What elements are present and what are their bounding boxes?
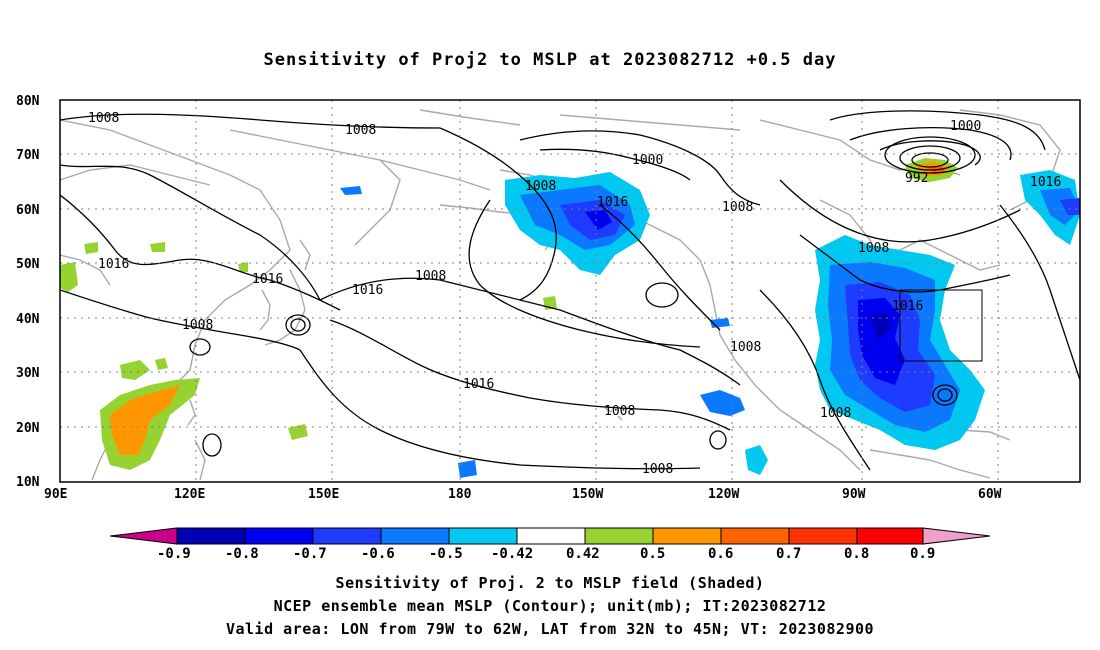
contour-label: 1016	[1030, 175, 1061, 190]
contour-label: 1008	[722, 200, 753, 215]
lat-label: 20N	[16, 421, 40, 436]
caption-line-2: NCEP ensemble mean MSLP (Contour); unit(…	[273, 597, 827, 615]
lon-label: 120E	[174, 487, 205, 502]
contour-label: 1008	[182, 318, 213, 333]
caption-line-3: Valid area: LON from 79W to 62W, LAT fro…	[225, 620, 875, 638]
lon-label: 90E	[44, 487, 67, 502]
contour-labels: 1008 1008 1000 1000 992 1008 1016 1008 1…	[88, 111, 1061, 477]
latitude-labels: 80N 70N 60N 50N 40N 30N 20N 10N	[16, 94, 40, 490]
colorbar-segment	[176, 527, 246, 545]
lat-label: 70N	[16, 148, 40, 163]
lon-label: 150E	[308, 487, 339, 502]
lat-label: 10N	[16, 475, 40, 490]
lat-label: 40N	[16, 312, 40, 327]
map-frame	[59, 99, 1081, 483]
colorbar-label: 0.7	[776, 546, 801, 562]
colorbar-segment	[652, 527, 722, 545]
colorbar-segment	[380, 527, 450, 545]
contour-label: 1016	[98, 257, 129, 272]
lat-label: 60N	[16, 203, 40, 218]
contour-label: 1008	[642, 462, 673, 477]
longitude-labels: 90E 120E 150E 180 150W 120W 90W 60W	[44, 487, 1002, 502]
colorbar-segment	[448, 527, 518, 545]
contour-label: 1008	[88, 111, 119, 126]
lon-label: 60W	[978, 487, 1002, 502]
lon-label: 150W	[572, 487, 603, 502]
contour-label: 1008	[858, 241, 889, 256]
colorbar-segment	[720, 527, 790, 545]
contour-label: 1008	[415, 269, 446, 284]
contour-label: 1008	[730, 340, 761, 355]
colorbar-label: 0.8	[844, 546, 869, 562]
colorbar: -0.9 -0.8 -0.7 -0.6 -0.5 -0.42 0.42 0.5 …	[109, 527, 991, 562]
colorbar-segment	[312, 527, 382, 545]
colorbar-segment	[788, 527, 858, 545]
map-area: 1008 1008 1000 1000 992 1008 1016 1008 1…	[60, 100, 1080, 482]
contour-label: 1016	[463, 377, 494, 392]
colorbar-segment	[244, 527, 314, 545]
contour-label: 1016	[352, 283, 383, 298]
colorbar-label: 0.9	[910, 546, 935, 562]
caption-line-1: Sensitivity of Proj. 2 to MSLP field (Sh…	[335, 574, 765, 592]
colorbar-label: -0.8	[225, 546, 259, 562]
lat-label: 30N	[16, 366, 40, 381]
colorbar-label: -0.7	[293, 546, 327, 562]
contour-label: 1008	[345, 123, 376, 138]
colorbar-segment	[856, 527, 924, 545]
lat-lon-grid	[60, 100, 1080, 482]
colorbar-label: -0.9	[157, 546, 191, 562]
colorbar-label: 0.5	[640, 546, 665, 562]
colorbar-label: -0.5	[429, 546, 463, 562]
contour-label: 1008	[820, 406, 851, 421]
mslp-contours	[60, 110, 1080, 471]
lat-label: 80N	[16, 94, 40, 109]
lon-label: 90W	[842, 487, 866, 502]
colorbar-segment	[584, 527, 654, 545]
lon-label: 180	[448, 487, 472, 502]
colorbar-label: 0.6	[708, 546, 733, 562]
contour-label: 992	[905, 171, 928, 186]
colorbar-label: 0.42	[566, 546, 600, 562]
lon-label: 120W	[708, 487, 739, 502]
valid-area-box	[899, 289, 983, 362]
contour-label: 1008	[604, 404, 635, 419]
colorbar-high-triangle	[922, 527, 991, 545]
colorbar-label: -0.6	[361, 546, 395, 562]
colorbar-label: -0.42	[491, 546, 533, 562]
lat-label: 50N	[16, 257, 40, 272]
colorbar-low-triangle	[109, 527, 178, 545]
contour-label: 1000	[632, 153, 663, 168]
contour-label: 1016	[252, 272, 283, 287]
contour-label: 1016	[892, 299, 923, 314]
colorbar-segment	[516, 527, 586, 545]
contour-label: 1000	[950, 119, 981, 134]
chart-title: Sensitivity of Proj2 to MSLP at 20230827…	[263, 50, 837, 70]
contour-label: 1016	[597, 195, 628, 210]
contour-label: 1008	[525, 179, 556, 194]
